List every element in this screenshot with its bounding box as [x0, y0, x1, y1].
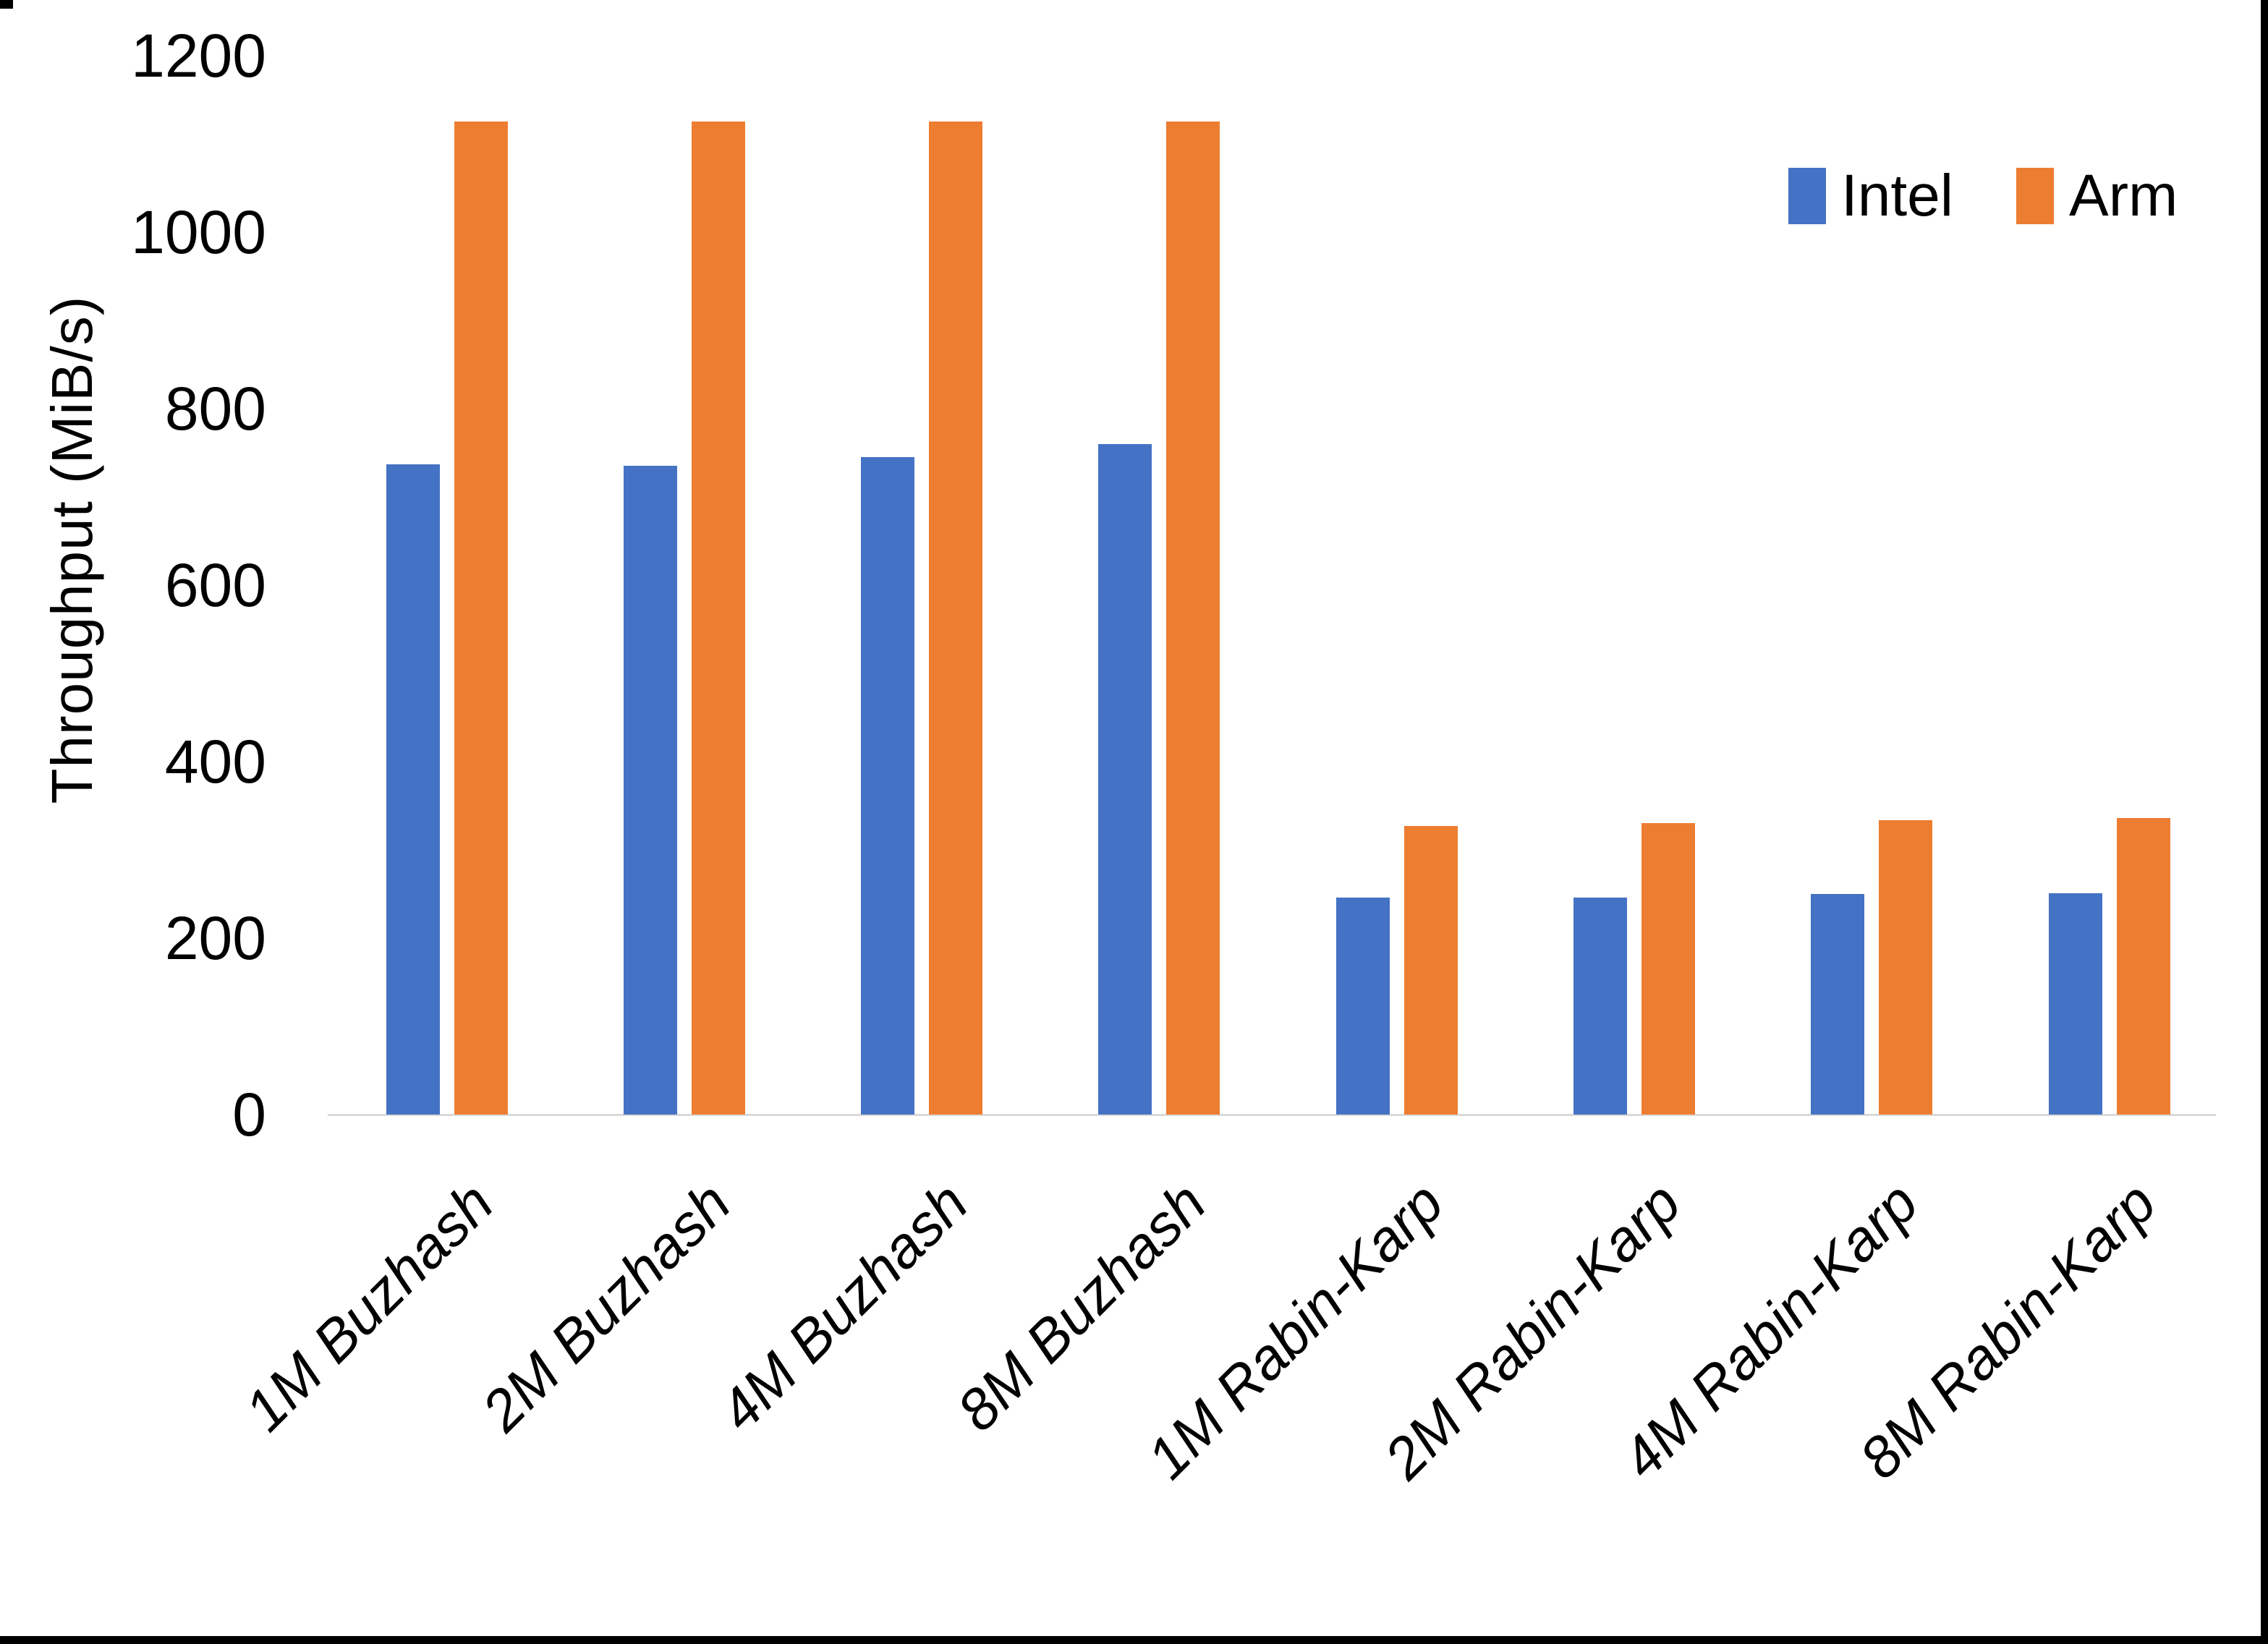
bar-intel-2m-rabin-karp — [1573, 898, 1627, 1115]
bar-arm-2m-buzhash — [691, 122, 745, 1115]
bar-arm-4m-rabin-karp — [1879, 820, 1933, 1115]
x-axis-line — [328, 1114, 2216, 1116]
y-tick-1000: 1000 — [131, 198, 266, 266]
y-tick-400: 400 — [164, 728, 266, 796]
bar-intel-4m-buzhash — [861, 457, 915, 1115]
y-tick-600: 600 — [164, 551, 266, 619]
screen-edge-corner — [0, 0, 13, 9]
intel-series-swatch — [1788, 168, 1826, 224]
arm-series-swatch — [2016, 168, 2054, 224]
y-tick-1200: 1200 — [131, 22, 266, 90]
x-label-8m-buzhash: 8M Buzhash — [944, 1170, 1218, 1444]
bar-intel-1m-buzhash — [386, 464, 440, 1115]
bar-intel-2m-buzhash — [623, 466, 677, 1115]
bar-arm-4m-buzhash — [929, 122, 983, 1115]
y-tick-200: 200 — [164, 904, 266, 972]
bar-intel-1m-rabin-karp — [1335, 898, 1390, 1115]
y-tick-0: 0 — [232, 1081, 266, 1149]
legend-label-intel: Intel — [1841, 163, 1953, 229]
x-label-4m-buzhash: 4M Buzhash — [707, 1170, 980, 1444]
legend: Intel Arm — [1788, 166, 2178, 226]
bar-arm-8m-buzhash — [1166, 122, 1220, 1115]
bar-arm-1m-buzhash — [454, 122, 508, 1115]
bar-arm-2m-rabin-karp — [1641, 823, 1695, 1115]
bar-arm-1m-rabin-karp — [1403, 826, 1458, 1115]
screen-edge-bottom — [0, 1636, 2268, 1644]
bar-intel-8m-buzhash — [1098, 444, 1152, 1115]
legend-item-intel: Intel — [1788, 166, 1953, 226]
x-label-2m-buzhash: 2M Buzhash — [470, 1170, 743, 1444]
legend-label-arm: Arm — [2069, 163, 2178, 229]
screen-edge-right — [2261, 0, 2268, 1644]
legend-item-arm: Arm — [2016, 166, 2178, 226]
bar-arm-8m-rabin-karp — [2116, 818, 2170, 1115]
y-tick-800: 800 — [164, 375, 266, 443]
y-axis-title: Throughput (MiB/s) — [40, 295, 104, 804]
x-label-1m-buzhash: 1M Buzhash — [232, 1170, 506, 1444]
bar-intel-8m-rabin-karp — [2048, 893, 2102, 1115]
bar-intel-4m-rabin-karp — [1811, 894, 1865, 1115]
